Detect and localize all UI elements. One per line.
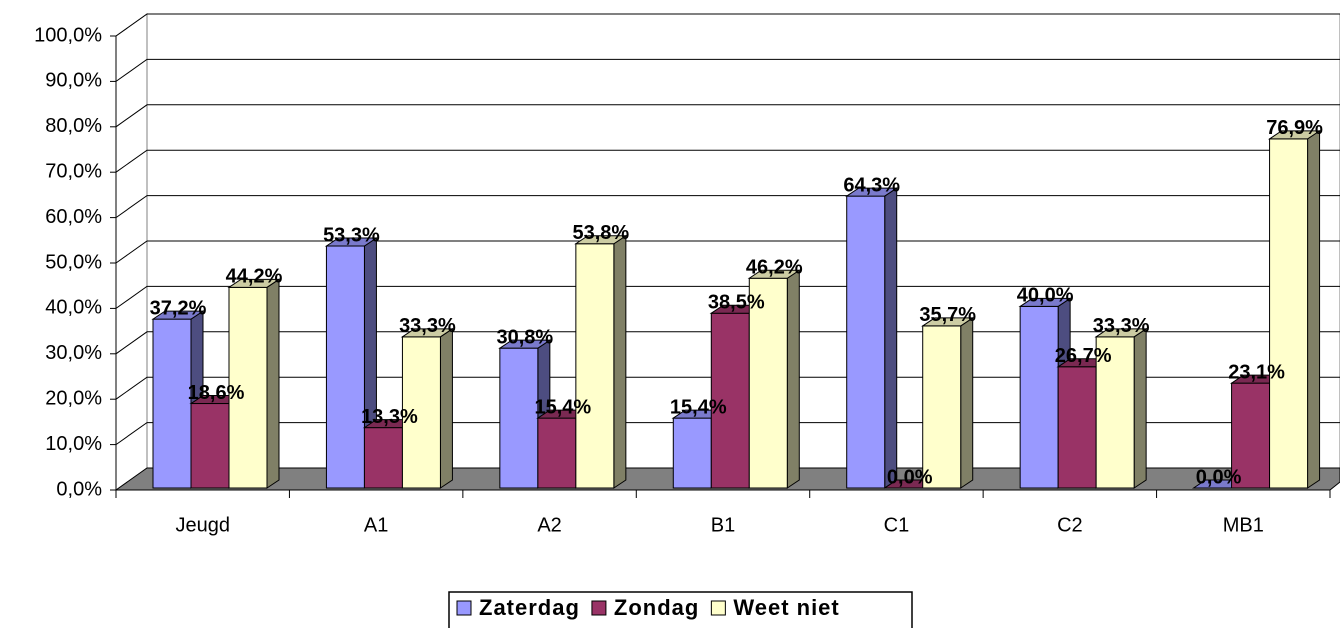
y-tick-label: 0,0% <box>56 478 102 500</box>
x-tick-label: B1 <box>711 514 735 536</box>
legend-swatch <box>710 600 726 616</box>
bar-side <box>960 316 974 489</box>
x-tick-label: A2 <box>537 514 561 536</box>
bar-top <box>1267 130 1322 140</box>
bar-top <box>400 328 455 338</box>
grid-line <box>115 104 1340 128</box>
bar <box>575 243 615 489</box>
bar-side <box>266 278 280 489</box>
value-label: 15,4% <box>670 396 727 418</box>
bar-side <box>1133 327 1147 489</box>
bar <box>401 336 441 489</box>
legend-label: Zondag <box>614 595 699 620</box>
value-label: 64,3% <box>843 174 900 196</box>
legend-label: Zaterdag <box>479 595 580 620</box>
value-label: 33,3% <box>1093 315 1150 337</box>
bar-side <box>786 269 800 489</box>
legend-swatch <box>591 600 607 616</box>
bar-top <box>498 339 552 349</box>
value-label: 53,3% <box>323 224 380 246</box>
legend-box <box>448 591 913 628</box>
y-tick-label: 40,0% <box>45 297 102 319</box>
bar <box>846 195 886 489</box>
value-label: 13,3% <box>361 406 418 428</box>
bar <box>325 245 365 489</box>
bar-top <box>227 278 281 288</box>
bar-top <box>921 317 975 327</box>
value-label: 46,2% <box>746 257 803 279</box>
bar-top <box>324 237 379 247</box>
bar-side <box>613 234 627 489</box>
value-label: 26,7% <box>1055 345 1112 367</box>
value-label: 35,7% <box>919 304 976 326</box>
bar-top <box>845 187 899 197</box>
y-tick-label: 100,0% <box>34 24 102 46</box>
bar <box>710 312 750 489</box>
value-label: 44,2% <box>226 266 283 288</box>
bar-side <box>1307 129 1321 489</box>
legend-swatch <box>456 600 472 616</box>
x-tick-label: C1 <box>884 514 910 536</box>
value-label: 53,8% <box>572 222 629 244</box>
y-tick-label: 10,0% <box>45 433 102 455</box>
value-label: 33,3% <box>399 315 456 337</box>
value-label: 18,6% <box>188 382 245 404</box>
y-tick-label: 70,0% <box>45 160 102 182</box>
value-label: 23,1% <box>1228 361 1285 383</box>
y-tick-label: 60,0% <box>45 206 102 228</box>
bar <box>1019 305 1059 489</box>
bar-side <box>884 187 898 489</box>
value-label: 37,2% <box>150 297 207 319</box>
grid-line <box>115 149 1340 173</box>
bar-top <box>747 269 801 279</box>
legend-label: Weet niet <box>733 595 839 620</box>
y-tick-label: 20,0% <box>45 387 102 409</box>
x-tick-label: Jeugd <box>175 514 230 536</box>
grid-line <box>115 195 1340 219</box>
grid-line <box>115 240 1340 264</box>
y-tick-label: 30,0% <box>45 342 102 364</box>
x-tick-label: C2 <box>1057 514 1083 536</box>
value-label: 15,4% <box>534 396 591 418</box>
value-label: 76,9% <box>1266 117 1323 139</box>
bar <box>152 318 192 489</box>
value-label: 40,0% <box>1017 285 1074 307</box>
bar <box>363 427 403 489</box>
bar-top <box>574 235 628 245</box>
bar-side <box>439 327 453 489</box>
y-tick-label: 90,0% <box>45 70 102 92</box>
bar <box>672 417 712 489</box>
bar <box>537 417 577 489</box>
bar <box>1095 336 1135 489</box>
bar <box>748 277 788 489</box>
x-tick-label: MB1 <box>1223 514 1264 536</box>
y-tick-label: 50,0% <box>45 251 102 273</box>
grid-line <box>115 58 1340 82</box>
bar-top <box>151 310 205 320</box>
bar <box>922 325 962 489</box>
grid-line <box>115 285 1340 309</box>
bar <box>228 286 268 489</box>
x-tick-label: A1 <box>364 514 388 536</box>
bar-top <box>1018 297 1072 307</box>
bar <box>1269 138 1309 489</box>
value-label: 38,5% <box>708 291 765 313</box>
bar <box>190 403 230 489</box>
bar <box>499 347 539 489</box>
value-label: 30,8% <box>496 326 553 348</box>
value-label: 0,0% <box>1196 466 1242 488</box>
value-label: 0,0% <box>887 466 933 488</box>
y-tick-label: 80,0% <box>45 115 102 137</box>
bar-top <box>1094 328 1148 338</box>
bar <box>1057 366 1097 489</box>
grid-line <box>115 13 1340 37</box>
